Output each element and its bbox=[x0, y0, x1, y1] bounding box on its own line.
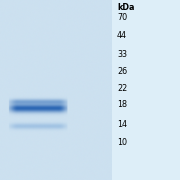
Text: kDa: kDa bbox=[117, 3, 134, 12]
Text: 22: 22 bbox=[117, 84, 127, 93]
Text: 44: 44 bbox=[117, 31, 127, 40]
Text: 33: 33 bbox=[117, 50, 127, 59]
Text: 18: 18 bbox=[117, 100, 127, 109]
Text: 14: 14 bbox=[117, 120, 127, 129]
Text: 10: 10 bbox=[117, 138, 127, 147]
Text: 26: 26 bbox=[117, 68, 127, 76]
Text: 70: 70 bbox=[117, 14, 127, 22]
